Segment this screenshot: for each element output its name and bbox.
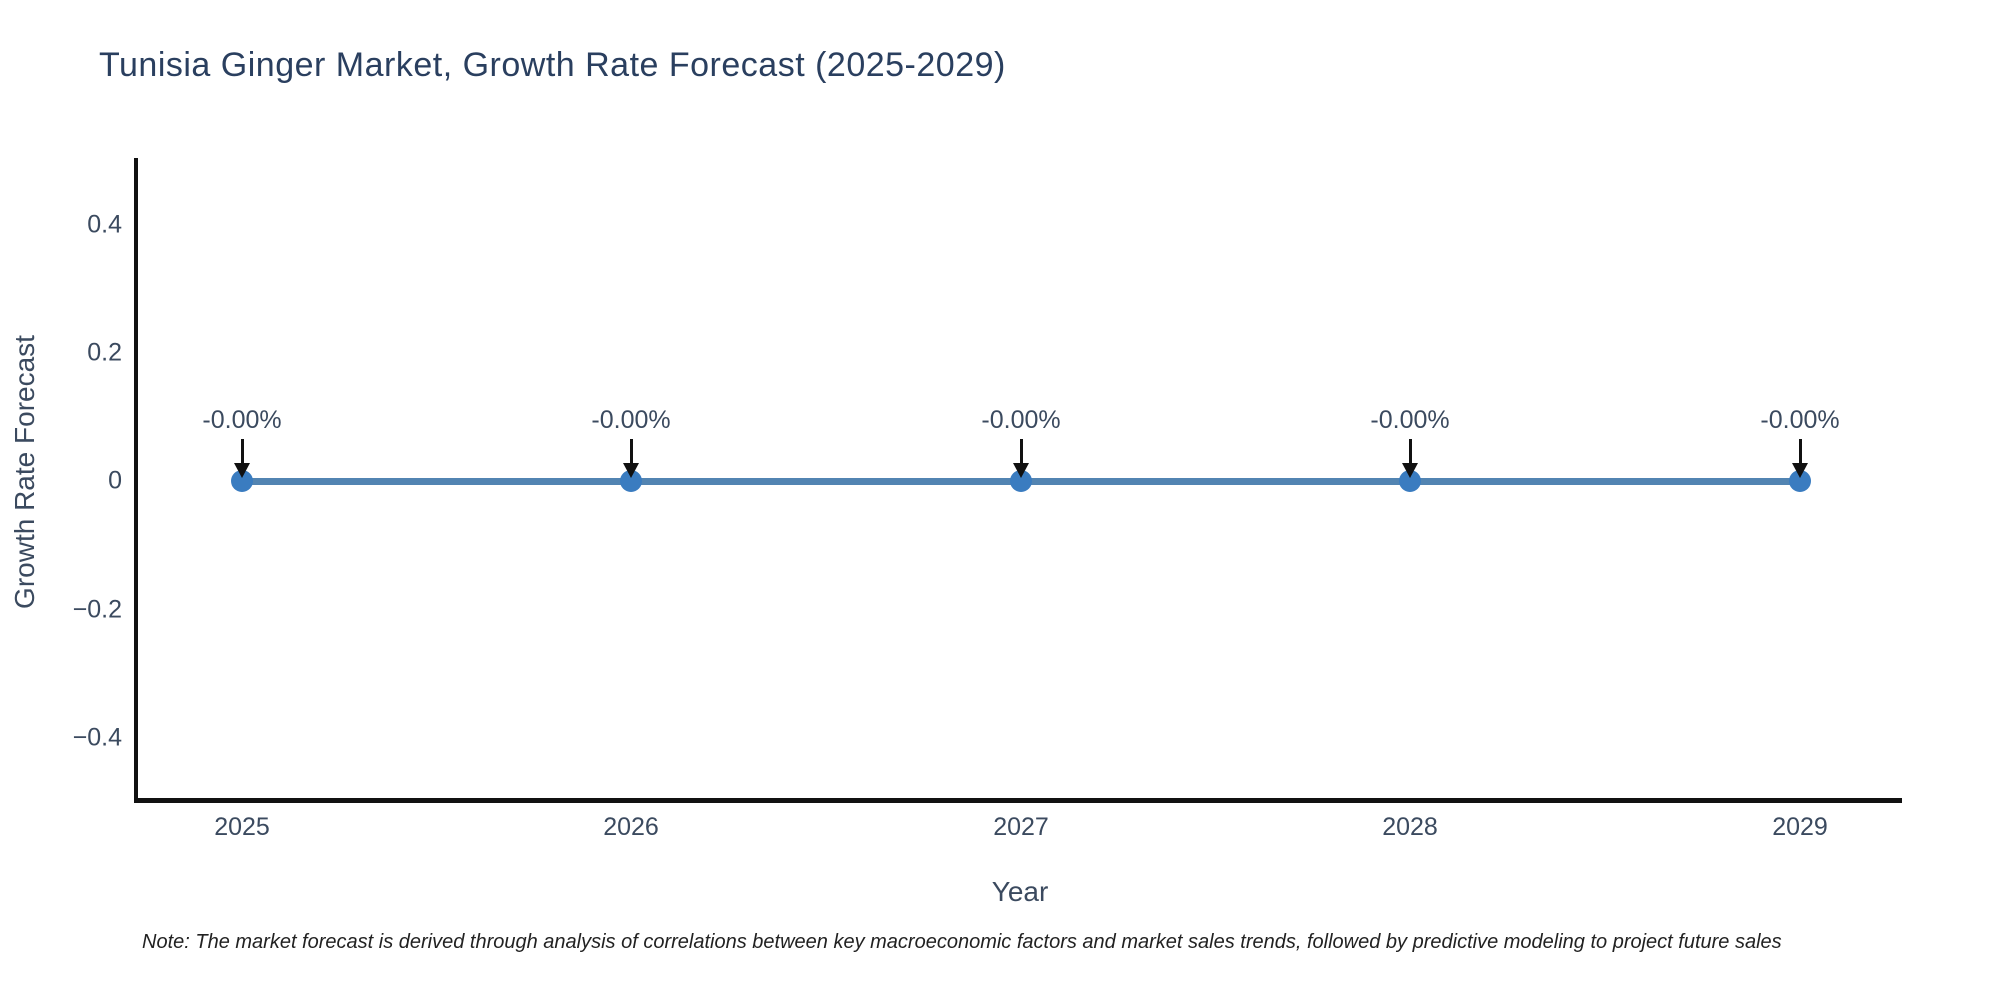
- annotation-label: -0.00%: [1370, 406, 1450, 434]
- annotation-label: -0.00%: [981, 406, 1061, 434]
- annotation-label: -0.00%: [1760, 406, 1840, 434]
- x-tick-label: 2028: [1382, 813, 1438, 841]
- annotation-label: -0.00%: [591, 406, 671, 434]
- x-tick-label: 2026: [603, 813, 659, 841]
- y-tick-label: 0.2: [87, 338, 122, 367]
- y-axis-line: [134, 158, 138, 802]
- y-tick-label: −0.2: [72, 595, 122, 624]
- arrow-down-icon: [1013, 463, 1029, 478]
- arrow-down-icon: [623, 463, 639, 478]
- y-tick-label: 0.4: [87, 210, 122, 239]
- arrow-down-icon: [1792, 463, 1808, 478]
- chart-title: Tunisia Ginger Market, Growth Rate Forec…: [99, 46, 1006, 84]
- y-tick-label: 0: [108, 466, 122, 495]
- arrow-shaft: [240, 439, 244, 465]
- annotation-label: -0.00%: [202, 406, 282, 434]
- arrow-down-icon: [1402, 463, 1418, 478]
- x-axis-title: Year: [991, 876, 1049, 907]
- arrow-shaft: [1798, 439, 1802, 465]
- x-tick-label: 2027: [993, 813, 1049, 841]
- arrow-shaft: [629, 439, 633, 465]
- arrow-shaft: [1408, 439, 1412, 465]
- x-axis-line: [134, 798, 1902, 803]
- arrow-shaft: [1019, 439, 1023, 465]
- x-tick-label: 2025: [214, 813, 270, 841]
- y-tick-label: −0.4: [72, 723, 122, 752]
- x-tick-label: 2029: [1772, 813, 1828, 841]
- chart-note: Note: The market forecast is derived thr…: [142, 931, 1782, 953]
- arrow-down-icon: [234, 463, 250, 478]
